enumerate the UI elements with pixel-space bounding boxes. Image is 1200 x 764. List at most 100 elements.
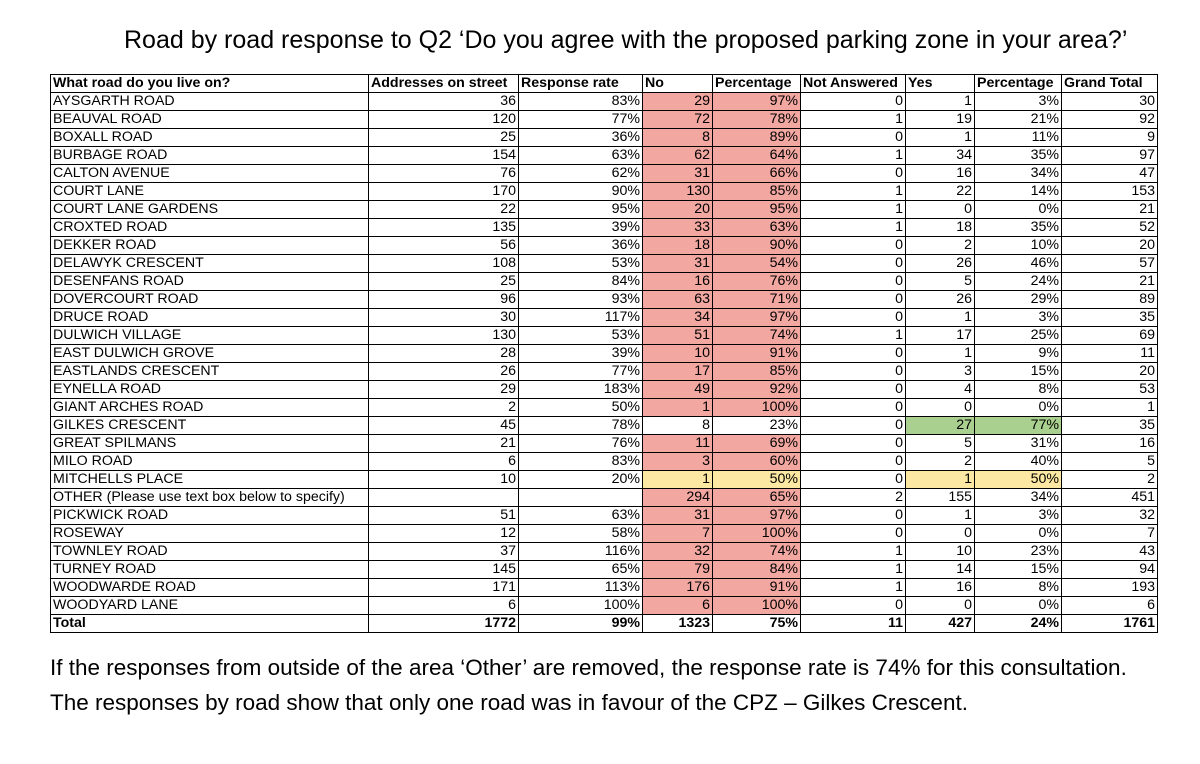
road-cell: EAST DULWICH GROVE	[50, 344, 369, 363]
no-cell: 17	[642, 362, 713, 381]
yes-cell: 26	[905, 254, 975, 273]
response-rate-cell: 63%	[518, 506, 643, 525]
not-answered-cell: 0	[800, 362, 906, 381]
no-percentage-cell: 63%	[712, 218, 801, 237]
table-body: AYSGARTH ROAD 36 83% 29 97% 0 1 3% 30 BEAUVAL ROA…	[50, 92, 1158, 633]
grand-total-cell: 2	[1061, 470, 1158, 489]
yes-cell: 4	[905, 380, 975, 399]
yes-percentage-cell: 21%	[974, 110, 1062, 129]
page-title: Road by road response to Q2 ‘Do you agre…	[124, 26, 1128, 54]
table-row: PICKWICK ROAD 51 63% 31 97% 0 1 3% 32	[50, 506, 1158, 525]
grand-total-cell: 451	[1061, 488, 1158, 507]
grand-total-cell: 1	[1061, 398, 1158, 417]
addresses-cell: 1772	[368, 614, 519, 633]
no-cell: 29	[642, 92, 713, 111]
not-answered-cell: 1	[800, 578, 906, 597]
yes-cell: 0	[905, 524, 975, 543]
not-answered-cell: 0	[800, 254, 906, 273]
no-cell: 33	[642, 218, 713, 237]
road-cell: WOODYARD LANE	[50, 596, 369, 615]
header-grand-total: Grand Total	[1061, 74, 1158, 93]
road-cell: MITCHELLS PLACE	[50, 470, 369, 489]
addresses-cell: 96	[368, 290, 519, 309]
response-rate-cell: 36%	[518, 128, 643, 147]
not-answered-cell: 0	[800, 452, 906, 471]
road-cell: BURBAGE ROAD	[50, 146, 369, 165]
response-rate-cell	[518, 488, 643, 507]
response-rate-cell: 100%	[518, 596, 643, 615]
grand-total-cell: 97	[1061, 146, 1158, 165]
yes-cell: 427	[905, 614, 975, 633]
yes-percentage-cell: 46%	[974, 254, 1062, 273]
not-answered-cell: 0	[800, 506, 906, 525]
yes-cell: 0	[905, 200, 975, 219]
response-rate-cell: 39%	[518, 344, 643, 363]
header-row: What road do you live on? Addresses on s…	[50, 74, 1158, 93]
no-cell: 16	[642, 272, 713, 291]
not-answered-cell: 1	[800, 326, 906, 345]
no-cell: 1	[642, 398, 713, 417]
grand-total-cell: 16	[1061, 434, 1158, 453]
response-rate-cell: 50%	[518, 398, 643, 417]
grand-total-cell: 30	[1061, 92, 1158, 111]
yes-cell: 16	[905, 164, 975, 183]
no-percentage-cell: 23%	[712, 416, 801, 435]
addresses-cell: 45	[368, 416, 519, 435]
response-rate-cell: 95%	[518, 200, 643, 219]
addresses-cell: 30	[368, 308, 519, 327]
yes-cell: 19	[905, 110, 975, 129]
no-percentage-cell: 89%	[712, 128, 801, 147]
grand-total-cell: 53	[1061, 380, 1158, 399]
yes-percentage-cell: 40%	[974, 452, 1062, 471]
yes-cell: 17	[905, 326, 975, 345]
yes-percentage-cell: 25%	[974, 326, 1062, 345]
addresses-cell: 28	[368, 344, 519, 363]
road-cell: WOODWARDE ROAD	[50, 578, 369, 597]
not-answered-cell: 0	[800, 164, 906, 183]
yes-percentage-cell: 0%	[974, 524, 1062, 543]
addresses-cell: 108	[368, 254, 519, 273]
addresses-cell: 22	[368, 200, 519, 219]
no-percentage-cell: 100%	[712, 398, 801, 417]
addresses-cell: 135	[368, 218, 519, 237]
header-yes: Yes	[905, 74, 975, 93]
response-rate-cell: 53%	[518, 254, 643, 273]
road-cell: DESENFANS ROAD	[50, 272, 369, 291]
table-row: EASTLANDS CRESCENT 26 77% 17 85% 0 3 15% 20	[50, 362, 1158, 381]
not-answered-cell: 0	[800, 470, 906, 489]
grand-total-cell: 69	[1061, 326, 1158, 345]
grand-total-cell: 6	[1061, 596, 1158, 615]
no-percentage-cell: 50%	[712, 470, 801, 489]
grand-total-cell: 35	[1061, 308, 1158, 327]
no-cell: 11	[642, 434, 713, 453]
no-percentage-cell: 74%	[712, 326, 801, 345]
response-rate-cell: 116%	[518, 542, 643, 561]
no-cell: 294	[642, 488, 713, 507]
no-percentage-cell: 64%	[712, 146, 801, 165]
yes-cell: 1	[905, 470, 975, 489]
not-answered-cell: 1	[800, 560, 906, 579]
no-percentage-cell: 91%	[712, 578, 801, 597]
not-answered-cell: 0	[800, 92, 906, 111]
yes-cell: 1	[905, 92, 975, 111]
yes-cell: 2	[905, 452, 975, 471]
yes-percentage-cell: 24%	[974, 614, 1062, 633]
road-cell: BOXALL ROAD	[50, 128, 369, 147]
no-percentage-cell: 97%	[712, 92, 801, 111]
no-cell: 63	[642, 290, 713, 309]
yes-cell: 5	[905, 272, 975, 291]
response-rate-cell: 39%	[518, 218, 643, 237]
grand-total-cell: 21	[1061, 200, 1158, 219]
not-answered-cell: 0	[800, 308, 906, 327]
table-row: DEKKER ROAD 56 36% 18 90% 0 2 10% 20	[50, 236, 1158, 255]
results-table: What road do you live on? Addresses on s…	[50, 74, 1158, 633]
no-cell: 7	[642, 524, 713, 543]
table-row: CROXTED ROAD 135 39% 33 63% 1 18 35% 52	[50, 218, 1158, 237]
addresses-cell: 25	[368, 128, 519, 147]
addresses-cell: 2	[368, 398, 519, 417]
addresses-cell: 170	[368, 182, 519, 201]
no-percentage-cell: 91%	[712, 344, 801, 363]
addresses-cell: 154	[368, 146, 519, 165]
yes-cell: 10	[905, 542, 975, 561]
header-road: What road do you live on?	[50, 74, 369, 93]
